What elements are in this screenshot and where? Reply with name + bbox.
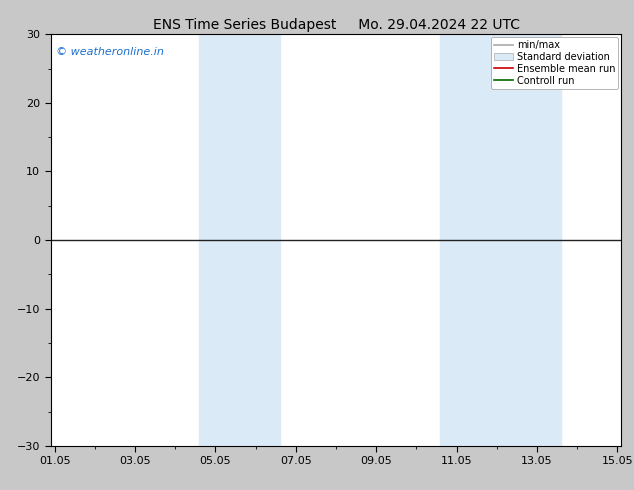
Legend: min/max, Standard deviation, Ensemble mean run, Controll run: min/max, Standard deviation, Ensemble me…: [491, 37, 618, 89]
Title: ENS Time Series Budapest     Mo. 29.04.2024 22 UTC: ENS Time Series Budapest Mo. 29.04.2024 …: [153, 18, 519, 32]
Bar: [200, 34, 280, 446]
Bar: [441, 34, 561, 446]
Text: © weatheronline.in: © weatheronline.in: [56, 47, 164, 57]
